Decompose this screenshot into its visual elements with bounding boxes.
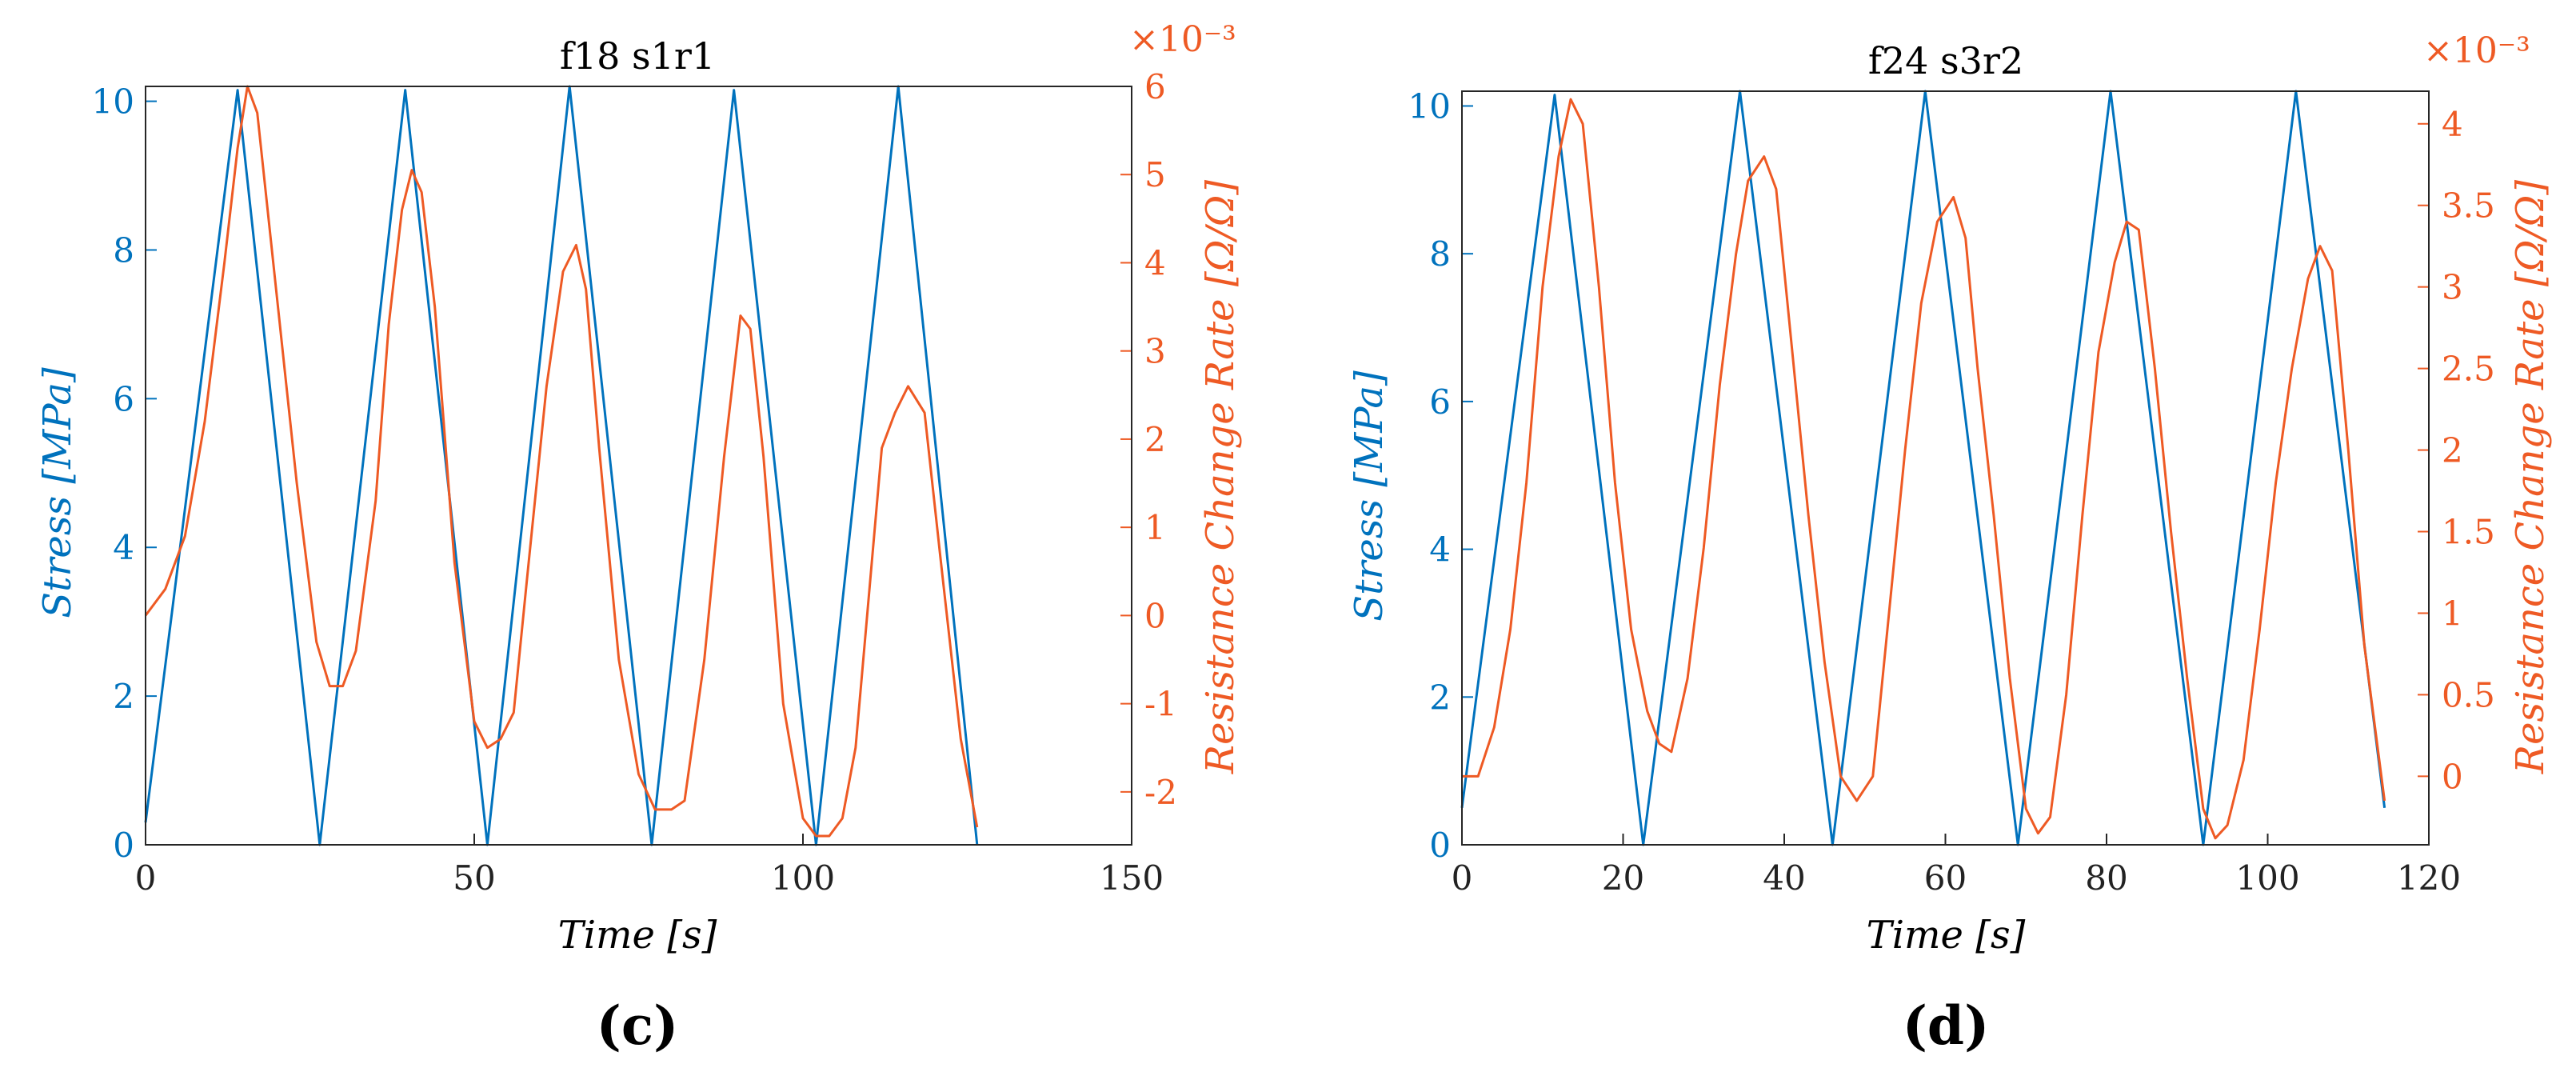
panel-label: (c) <box>597 994 679 1057</box>
right-tick-label: 1 <box>1144 508 1166 547</box>
right-tick-label: 6 <box>1144 67 1166 106</box>
left-tick-labels: 0 2 4 6 8 10 <box>1408 86 1473 865</box>
right-tick-label: 3 <box>2442 268 2463 307</box>
right-tick-labels: 0 0.5 1 1.5 2 2.5 3 3.5 4 <box>2418 105 2495 796</box>
left-tick-label: 10 <box>92 82 134 122</box>
x-tick-label: 60 <box>1924 858 1967 898</box>
x-tick-label: 80 <box>2085 858 2127 898</box>
left-tick-label: 8 <box>1429 234 1451 274</box>
x-tick-label: 50 <box>453 858 495 898</box>
right-tick-label: -1 <box>1144 685 1177 724</box>
left-axis-label: Stress [MPa] <box>35 367 80 618</box>
left-tick-label: 10 <box>1408 86 1451 126</box>
left-tick-label: 0 <box>1429 826 1451 865</box>
right-tick-label: 2.5 <box>2442 350 2495 389</box>
right-axis-multiplier: ×10⁻³ <box>2423 30 2530 71</box>
series-lines <box>144 85 979 846</box>
right-tick-label: 1.5 <box>2442 513 2495 552</box>
left-tick-label: 8 <box>113 230 134 270</box>
left-tick-label: 0 <box>113 826 134 865</box>
x-tick-label: 100 <box>2235 858 2299 898</box>
plot-frame <box>145 86 1132 846</box>
chart-title: f18 s1r1 <box>560 34 715 78</box>
x-axis-label: Time [s] <box>1867 913 2026 958</box>
chart-title: f24 s3r2 <box>1868 39 2023 82</box>
plot-frame <box>1461 90 2430 846</box>
right-tick-label: 4 <box>2442 105 2463 144</box>
x-tick-label: 0 <box>1452 858 1473 898</box>
x-tick-label: 100 <box>771 858 835 898</box>
series-lines <box>1460 90 2386 846</box>
right-tick-label: 3 <box>1144 332 1166 371</box>
right-tick-label: 2 <box>2442 431 2463 470</box>
right-axis-label: Resistance Change Rate [Ω/Ω] <box>1198 180 1243 774</box>
right-tick-label: 0.5 <box>2442 675 2495 714</box>
x-tick-label: 40 <box>1763 858 1805 898</box>
x-axis-label: Time [s] <box>558 913 717 958</box>
right-tick-label: 0 <box>2442 757 2463 796</box>
right-axis-multiplier: ×10⁻³ <box>1129 19 1236 60</box>
right-tick-label: -2 <box>1144 773 1177 812</box>
chart-panel-c: f18 s1r1 ×10⁻³ Stress [MPa] Resistance C… <box>35 19 1243 1057</box>
left-tick-label: 2 <box>113 677 134 716</box>
right-tick-label: 1 <box>2442 594 2463 633</box>
stress-series-line <box>144 85 979 846</box>
x-tick-labels: 0 20 40 60 80 100 120 <box>1452 834 2461 898</box>
left-tick-label: 6 <box>113 379 134 418</box>
right-tick-label: 5 <box>1144 155 1166 194</box>
left-axis-label: Stress [MPa] <box>1347 370 1392 622</box>
panel-label: (d) <box>1903 994 1990 1057</box>
right-tick-labels: -2 -1 0 1 2 3 4 5 6 <box>1120 67 1177 812</box>
x-tick-label: 150 <box>1100 858 1164 898</box>
chart-panel-d: f24 s3r2 ×10⁻³ Stress [MPa] Resistance C… <box>1347 30 2553 1057</box>
left-tick-label: 2 <box>1429 678 1451 717</box>
x-tick-labels: 0 50 100 150 <box>135 834 1164 898</box>
right-tick-label: 0 <box>1144 596 1166 635</box>
x-tick-label: 0 <box>135 858 157 898</box>
resistance-series-line <box>1462 98 2386 840</box>
left-tick-label: 6 <box>1429 382 1451 422</box>
left-tick-labels: 0 2 4 6 8 10 <box>92 82 157 865</box>
x-tick-label: 20 <box>1602 858 1644 898</box>
right-axis-label: Resistance Change Rate [Ω/Ω] <box>2508 180 2553 774</box>
resistance-series-line <box>144 85 979 838</box>
x-tick-label: 120 <box>2397 858 2461 898</box>
left-tick-label: 4 <box>1429 530 1451 570</box>
right-tick-label: 3.5 <box>2442 186 2495 226</box>
right-tick-label: 2 <box>1144 420 1166 459</box>
right-tick-label: 4 <box>1144 243 1166 282</box>
left-tick-label: 4 <box>113 528 134 567</box>
